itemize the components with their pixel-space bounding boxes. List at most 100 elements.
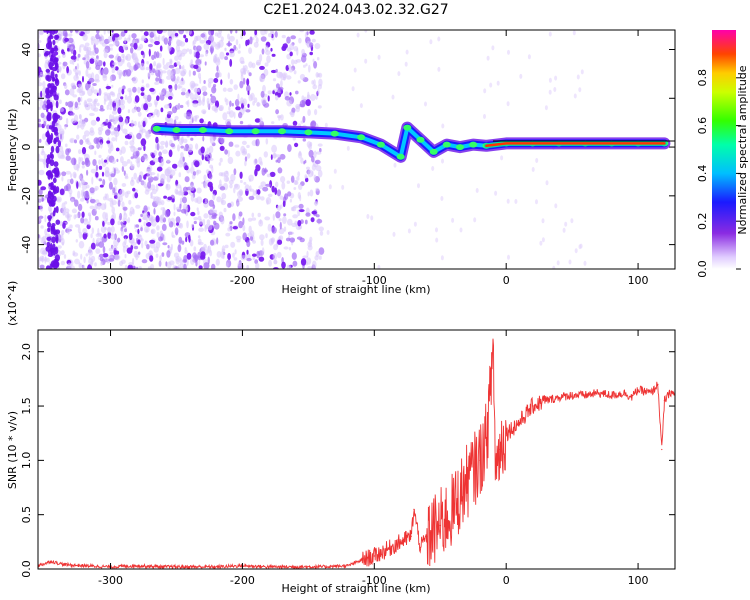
ridge-point bbox=[429, 148, 438, 155]
snr-point bbox=[268, 566, 270, 568]
spectrogram-x-label: Height of straight line (km) bbox=[281, 283, 430, 296]
snr-point bbox=[321, 566, 323, 568]
snr-point bbox=[558, 396, 560, 398]
snr-point bbox=[419, 546, 422, 548]
snr-point bbox=[661, 448, 663, 451]
snr-point bbox=[532, 405, 534, 407]
x-tick-label: -100 bbox=[362, 574, 387, 587]
snr-point bbox=[670, 391, 672, 393]
spectrogram-y-ticks: -40 -20 0 20 40 bbox=[20, 43, 675, 254]
colorbar-ticks: 0.0 0.2 0.4 0.6 0.8 bbox=[696, 69, 741, 278]
snr-point bbox=[50, 560, 52, 563]
y-tick-label: 2.0 bbox=[20, 343, 33, 361]
snr-point bbox=[413, 508, 415, 510]
snr-frame bbox=[37, 329, 676, 570]
snr-point bbox=[63, 564, 65, 566]
snr-point bbox=[630, 396, 633, 398]
ridge-point bbox=[376, 141, 385, 148]
snr-point bbox=[360, 559, 362, 561]
y-tick-label: 40 bbox=[20, 43, 33, 57]
spectrogram-frame bbox=[37, 29, 676, 270]
snr-point bbox=[373, 555, 375, 557]
ridge-point bbox=[403, 124, 412, 131]
y-tick-label: -20 bbox=[20, 187, 33, 205]
x-tick-label: 100 bbox=[628, 274, 649, 287]
snr-point bbox=[426, 535, 428, 538]
snr-point bbox=[505, 432, 507, 434]
y-tick-label: 0.0 bbox=[20, 560, 33, 578]
snr-plot-area bbox=[38, 330, 675, 569]
y-tick-label: 20 bbox=[20, 91, 33, 105]
snr-point bbox=[545, 400, 547, 402]
colorbar-tick-label: 0.2 bbox=[696, 212, 709, 230]
colorbar-tick-label: 0.0 bbox=[696, 260, 709, 278]
ridge-point bbox=[225, 128, 234, 135]
ridge-point bbox=[304, 129, 313, 136]
snr-point bbox=[439, 524, 441, 527]
snr-point bbox=[663, 400, 666, 402]
ridge-point bbox=[416, 136, 425, 143]
snr-point bbox=[189, 566, 191, 568]
figure-title: C2E1.2024.043.02.32.G27 bbox=[263, 2, 448, 18]
colorbar-tick-label: 0.6 bbox=[696, 117, 709, 135]
snr-point bbox=[466, 481, 468, 483]
snr-panel: -300 -200 -100 0 100 0.0 0.5 1.0 1.5 2.0 Height … bbox=[6, 281, 676, 595]
snr-point bbox=[479, 459, 481, 461]
snr-point bbox=[499, 448, 501, 451]
snr-point bbox=[657, 383, 659, 385]
y-tick-label: 0.5 bbox=[20, 506, 33, 524]
ridge-point bbox=[357, 134, 366, 141]
snr-point bbox=[410, 535, 412, 538]
snr-point bbox=[136, 565, 138, 567]
x-tick-label: 0 bbox=[503, 574, 510, 587]
ridge-point bbox=[330, 130, 339, 137]
x-tick-label: 0 bbox=[503, 274, 510, 287]
snr-point bbox=[83, 565, 85, 567]
y-tick-label: 1.5 bbox=[20, 397, 33, 415]
x-tick-label: -200 bbox=[230, 274, 255, 287]
ridge-point bbox=[469, 141, 478, 148]
ridge-point bbox=[198, 127, 207, 133]
snr-point bbox=[597, 392, 600, 394]
y-tick-label: 0 bbox=[20, 144, 33, 151]
ridge-point bbox=[396, 153, 405, 160]
x-tick-label: -300 bbox=[98, 274, 123, 287]
snr-point bbox=[650, 392, 652, 394]
snr-x-label: Height of straight line (km) bbox=[281, 582, 430, 595]
spectrogram-marks bbox=[38, 30, 675, 269]
ridge-point bbox=[278, 128, 286, 135]
snr-x-ticks: -300 -200 -100 0 100 bbox=[98, 330, 649, 587]
snr-point bbox=[215, 566, 217, 568]
x-tick-label: 100 bbox=[628, 574, 649, 587]
spectrogram-x-ticks: -300 -200 -100 0 100 bbox=[98, 30, 649, 287]
colorbar-label: Normalized spectral amplitude bbox=[736, 65, 749, 234]
ridge-core bbox=[485, 142, 666, 148]
snr-point bbox=[492, 340, 494, 342]
snr-point bbox=[485, 438, 487, 440]
ridge-point bbox=[152, 125, 161, 132]
y-tick-label: 1.0 bbox=[20, 452, 33, 470]
spectrogram-y-label: Frequency (Hz) bbox=[6, 109, 19, 192]
snr-point bbox=[452, 508, 454, 510]
signal-ridge bbox=[150, 121, 675, 163]
snr-point bbox=[489, 394, 491, 396]
snr-point bbox=[571, 394, 573, 396]
snr-point bbox=[518, 421, 521, 423]
colorbar-tick-label: 0.8 bbox=[696, 69, 709, 87]
colorbar-tick-label: 0.4 bbox=[696, 165, 709, 183]
noise-band bbox=[44, 30, 61, 269]
snr-line bbox=[38, 338, 675, 569]
snr-marks bbox=[38, 338, 675, 569]
snr-point bbox=[584, 394, 586, 396]
snr-point bbox=[495, 470, 497, 472]
y-tick-label: -40 bbox=[20, 236, 33, 254]
snr-point bbox=[400, 541, 402, 543]
snr-y-multiplier: (x10^4) bbox=[6, 281, 19, 326]
noise-speckle bbox=[38, 30, 325, 269]
snr-point bbox=[611, 394, 613, 396]
ridge-point bbox=[172, 127, 181, 133]
snr-point bbox=[637, 389, 639, 391]
snr-y-ticks: 0.0 0.5 1.0 1.5 2.0 bbox=[20, 343, 675, 578]
